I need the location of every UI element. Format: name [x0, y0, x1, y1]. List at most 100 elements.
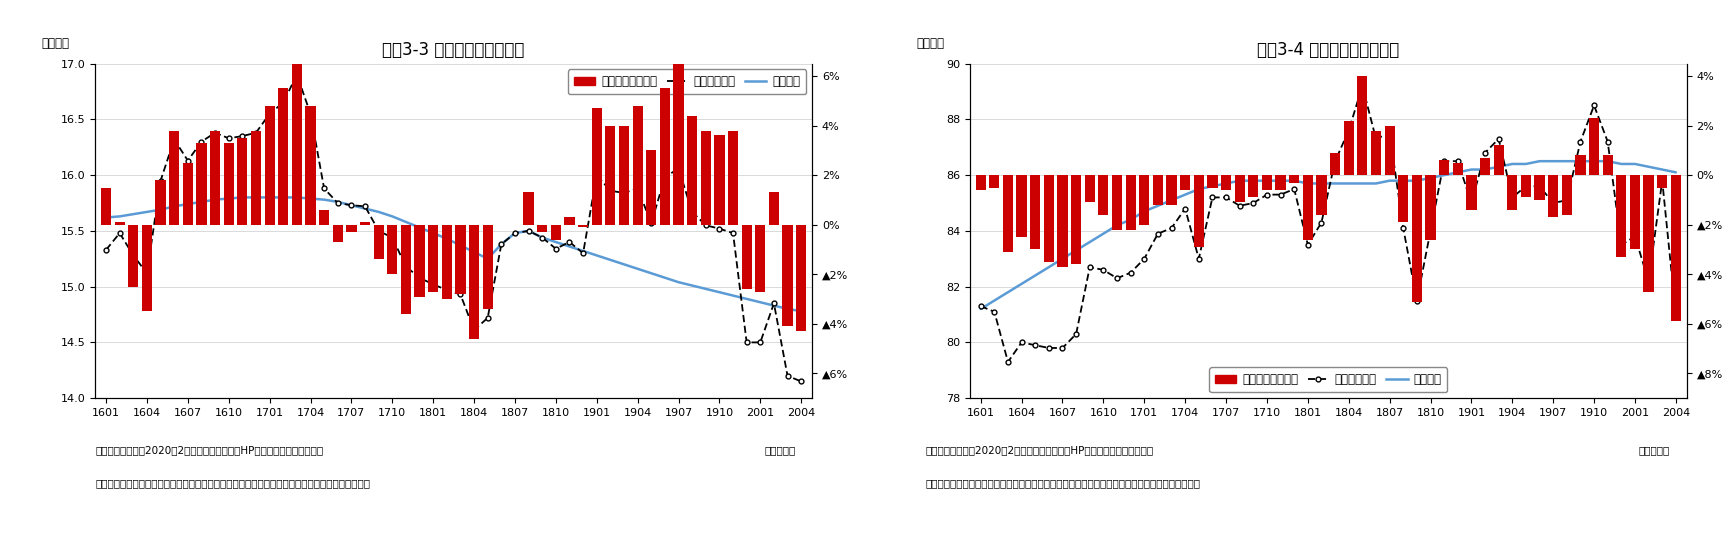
Bar: [1152, 175, 1163, 205]
Bar: [645, 150, 656, 225]
Bar: [536, 225, 547, 232]
Bar: [1330, 153, 1341, 175]
Text: （兆円）: （兆円）: [917, 37, 945, 50]
Bar: [1644, 175, 1654, 291]
Bar: [1370, 131, 1381, 175]
Bar: [1289, 175, 1299, 182]
Bar: [1521, 175, 1531, 197]
Bar: [1344, 121, 1355, 175]
Bar: [128, 225, 138, 286]
Bar: [1493, 145, 1503, 175]
Bar: [782, 225, 792, 326]
Bar: [1221, 175, 1232, 190]
Bar: [156, 180, 166, 225]
Bar: [374, 225, 384, 259]
Bar: [606, 126, 616, 225]
Bar: [1412, 175, 1422, 301]
Bar: [1043, 175, 1054, 262]
Bar: [265, 106, 275, 225]
Bar: [1138, 175, 1149, 225]
Bar: [1398, 175, 1408, 222]
Bar: [1453, 163, 1464, 175]
Bar: [1317, 175, 1327, 215]
Legend: 乖離率（右目盛）, 月次設備投資, トレンド: 乖離率（右目盛）, 月次設備投資, トレンド: [1209, 367, 1448, 392]
Text: （注）トレンドは2020年2月までのデータからHPフィルターを用いて算出: （注）トレンドは2020年2月までのデータからHPフィルターを用いて算出: [95, 445, 324, 455]
Bar: [728, 131, 739, 225]
Bar: [251, 131, 261, 225]
Bar: [1426, 175, 1436, 239]
Bar: [1588, 118, 1599, 175]
Bar: [455, 225, 465, 294]
Bar: [524, 192, 533, 225]
Bar: [170, 131, 180, 225]
Text: 月次住宅投資は実質・季節調整済・年率換算値。乖離率＝（月次住宅投資－トレンド）／トレンド: 月次住宅投資は実質・季節調整済・年率換算値。乖離率＝（月次住宅投資－トレンド）／…: [95, 478, 370, 488]
Bar: [592, 108, 602, 225]
Bar: [1384, 126, 1394, 175]
Bar: [427, 225, 438, 291]
Bar: [292, 51, 303, 225]
Bar: [550, 225, 561, 239]
Bar: [483, 225, 493, 309]
Bar: [318, 210, 329, 225]
Bar: [976, 175, 986, 190]
Bar: [1358, 76, 1367, 175]
Bar: [346, 225, 356, 232]
Bar: [1017, 175, 1026, 237]
Bar: [1602, 155, 1612, 175]
Bar: [756, 225, 765, 291]
Bar: [1616, 175, 1626, 257]
Bar: [1029, 175, 1040, 249]
Bar: [742, 225, 753, 289]
Bar: [659, 88, 670, 225]
Bar: [306, 106, 315, 225]
Bar: [1303, 175, 1313, 239]
Bar: [1548, 175, 1559, 217]
Bar: [441, 225, 452, 299]
Bar: [1479, 158, 1490, 175]
Bar: [578, 225, 588, 227]
Bar: [100, 187, 111, 225]
Bar: [209, 131, 220, 225]
Text: （兆円）: （兆円）: [42, 37, 69, 50]
Bar: [360, 222, 370, 225]
Bar: [1261, 175, 1272, 190]
Bar: [1467, 175, 1476, 210]
Bar: [990, 175, 1000, 187]
Bar: [1194, 175, 1204, 247]
Bar: [223, 143, 234, 225]
Bar: [1071, 175, 1081, 264]
Bar: [114, 222, 125, 225]
Legend: 乖離率（右目盛）, 月次住宅投資, トレンド: 乖離率（右目盛）, 月次住宅投資, トレンド: [567, 70, 806, 95]
Bar: [1657, 175, 1668, 187]
Bar: [633, 106, 644, 225]
Bar: [1112, 175, 1123, 229]
Bar: [415, 225, 424, 296]
Title: 図表3-3 月次住宅投資の推移: 図表3-3 月次住宅投資の推移: [382, 41, 524, 59]
Bar: [183, 163, 194, 225]
Bar: [1507, 175, 1517, 210]
Bar: [1671, 175, 1682, 321]
Text: （注）トレンドは2020年2月までのデータからHPフィルターを用いて算出: （注）トレンドは2020年2月までのデータからHPフィルターを用いて算出: [926, 445, 1154, 455]
Bar: [1576, 155, 1586, 175]
Bar: [619, 126, 630, 225]
Bar: [1099, 175, 1109, 215]
Bar: [469, 225, 479, 338]
Bar: [1630, 175, 1640, 249]
Bar: [1208, 175, 1218, 187]
Text: 月次設備投資は実質・季節調整済・年率換算値。乖離率＝（月次設備投資－トレンド）／トレンド: 月次設備投資は実質・季節調整済・年率換算値。乖離率＝（月次設備投資－トレンド）／…: [926, 478, 1201, 488]
Bar: [1166, 175, 1176, 205]
Bar: [701, 131, 711, 225]
Bar: [796, 225, 806, 331]
Bar: [673, 61, 683, 225]
Bar: [1249, 175, 1258, 197]
Bar: [768, 192, 778, 225]
Bar: [142, 225, 152, 311]
Bar: [1180, 175, 1190, 190]
Bar: [195, 143, 206, 225]
Bar: [1126, 175, 1137, 229]
Bar: [237, 138, 247, 225]
Bar: [279, 88, 289, 225]
Bar: [1085, 175, 1095, 202]
Bar: [1535, 175, 1545, 200]
Bar: [1235, 175, 1246, 202]
